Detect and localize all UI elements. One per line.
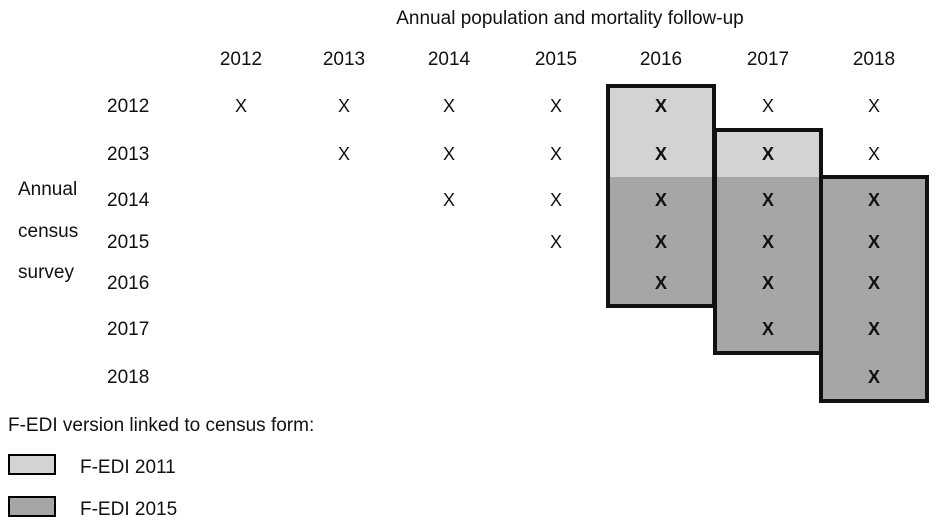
cell-fill-2018-2018: [822, 353, 926, 401]
cell-fill-2015-2016: [609, 221, 713, 263]
cell-fill-2014-2016: [609, 177, 713, 221]
linked-mark-2014-2016: X: [654, 190, 668, 210]
cell-fill-2015-2017: [716, 221, 820, 263]
linked-mark-2013-2016: X: [654, 144, 668, 164]
cell-fill-2013-2016: [609, 130, 713, 177]
row-axis-label-line-2: census: [18, 221, 79, 242]
cell-fill-2016-2018: [822, 262, 926, 306]
linked-mark-2012-2018: X: [867, 96, 881, 116]
column-header-2018: 2018: [852, 49, 896, 70]
legend-swatch-fedi-2011: [8, 454, 56, 475]
row-axis-label-line-3: survey: [18, 262, 74, 283]
row-header-2017: 2017: [107, 319, 150, 340]
linked-mark-2016-2017: X: [761, 273, 775, 293]
linked-mark-2012-2017: X: [761, 96, 775, 116]
linked-mark-2012-2012: X: [234, 96, 248, 116]
linked-mark-2014-2014: X: [442, 190, 456, 210]
row-header-2016: 2016: [107, 273, 150, 294]
linked-mark-2014-2018: X: [867, 190, 881, 210]
column-header-2015: 2015: [534, 49, 578, 70]
column-header-2013: 2013: [322, 49, 366, 70]
cell-fill-2017-2017: [716, 306, 820, 353]
linked-mark-2013-2015: X: [549, 144, 563, 164]
row-header-2013: 2013: [107, 144, 150, 165]
column-header-2012: 2012: [219, 49, 263, 70]
linked-mark-2015-2015: X: [549, 232, 563, 252]
linked-mark-2012-2013: X: [337, 96, 351, 116]
cell-fill-2017-2018: [822, 306, 926, 353]
diagram-title: Annual population and mortality follow-u…: [396, 8, 744, 29]
linked-mark-2018-2018: X: [867, 367, 881, 387]
legend-label-fedi-2015: F-EDI 2015: [80, 499, 178, 520]
cell-fill-2016-2016: [609, 262, 713, 306]
linked-mark-2016-2016: X: [654, 273, 668, 293]
cell-fill-2014-2017: [716, 177, 820, 221]
linked-mark-2014-2015: X: [549, 190, 563, 210]
linked-mark-2013-2013: X: [337, 144, 351, 164]
linked-mark-2012-2015: X: [549, 96, 563, 116]
linked-mark-2016-2018: X: [867, 273, 881, 293]
column-header-2014: 2014: [427, 49, 471, 70]
row-header-2014: 2014: [107, 190, 150, 211]
linked-mark-2015-2018: X: [867, 232, 881, 252]
cell-fill-2012-2016: [609, 86, 713, 130]
highlight-box-2018: [819, 175, 929, 403]
legend-swatch-fedi-2015: [8, 496, 56, 517]
cell-fill-2016-2017: [716, 262, 820, 306]
linked-mark-2015-2017: X: [761, 232, 775, 252]
linked-mark-2015-2016: X: [654, 232, 668, 252]
linked-mark-2013-2017: X: [761, 144, 775, 164]
cell-fill-2014-2018: [822, 177, 926, 221]
column-header-2016: 2016: [639, 49, 683, 70]
linked-mark-2014-2017: X: [761, 190, 775, 210]
row-header-2018: 2018: [107, 367, 150, 388]
linked-mark-2013-2018: X: [867, 144, 881, 164]
column-header-2017: 2017: [746, 49, 790, 70]
legend-title: F-EDI version linked to census form:: [8, 415, 315, 436]
linked-mark-2013-2014: X: [442, 144, 456, 164]
cell-fill-2015-2018: [822, 221, 926, 263]
row-header-2015: 2015: [107, 232, 150, 253]
cell-fill-2013-2017: [716, 130, 820, 177]
row-header-2012: 2012: [107, 96, 150, 117]
linked-mark-2017-2017: X: [761, 319, 775, 339]
row-axis-label-line-1: Annual: [18, 179, 78, 200]
legend-label-fedi-2011: F-EDI 2011: [80, 457, 176, 478]
linked-mark-2012-2014: X: [442, 96, 456, 116]
linked-mark-2012-2016: X: [654, 96, 668, 116]
linked-mark-2017-2018: X: [867, 319, 881, 339]
